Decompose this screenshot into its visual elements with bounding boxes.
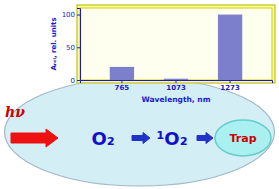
y-tick-label: 0 bbox=[71, 77, 75, 85]
y-axis-line bbox=[77, 9, 81, 81]
trap-circle bbox=[215, 120, 271, 156]
inset-backdrop bbox=[77, 5, 275, 83]
y-tick-label: 50 bbox=[66, 44, 75, 52]
y-tick-mark bbox=[77, 47, 80, 48]
conversion-arrow bbox=[132, 133, 150, 144]
bar bbox=[164, 79, 188, 80]
plot-frame bbox=[80, 8, 272, 80]
x-tick-label: 1073 bbox=[166, 84, 186, 92]
x-tick-label: 765 bbox=[115, 84, 130, 92]
y-tick-label: 100 bbox=[62, 11, 75, 19]
singlet-oxygen-label: ¹O₂ bbox=[156, 128, 187, 149]
light-arrow bbox=[11, 129, 58, 147]
x-tick: 1273 bbox=[220, 80, 240, 92]
x-tick-mark bbox=[121, 80, 122, 83]
x-tick-mark bbox=[230, 80, 231, 83]
bar bbox=[218, 15, 242, 80]
trap-label: Trap bbox=[229, 132, 256, 145]
x-axis: 765 1073 1273 bbox=[81, 80, 273, 92]
y-tick: 50 bbox=[66, 44, 80, 52]
y-tick-mark bbox=[77, 80, 80, 81]
oxygen-label: O₂ bbox=[91, 128, 114, 149]
photon-label: hν bbox=[5, 104, 25, 120]
y-tick-mark bbox=[77, 15, 80, 16]
x-tick-mark bbox=[176, 80, 177, 83]
x-axis-title: Wavelength, nm bbox=[142, 95, 211, 104]
x-tick: 765 bbox=[115, 80, 130, 92]
x-tick-label: 1273 bbox=[220, 84, 240, 92]
background-oval bbox=[5, 78, 275, 186]
figure: 765 1073 1273 0 50 100 Wavelength, nm Aᵣₑₗ, rel… bbox=[0, 0, 279, 189]
x-axis-line bbox=[81, 81, 273, 84]
y-axis-title: Aᵣₑₗ, rel. units bbox=[50, 17, 58, 70]
y-axis: 0 50 100 bbox=[62, 9, 81, 85]
y-tick: 0 bbox=[71, 77, 80, 85]
trap-arrow bbox=[197, 133, 213, 144]
x-tick: 1073 bbox=[166, 80, 186, 92]
y-tick: 100 bbox=[62, 11, 80, 19]
bar bbox=[110, 67, 134, 80]
bars bbox=[110, 15, 243, 80]
